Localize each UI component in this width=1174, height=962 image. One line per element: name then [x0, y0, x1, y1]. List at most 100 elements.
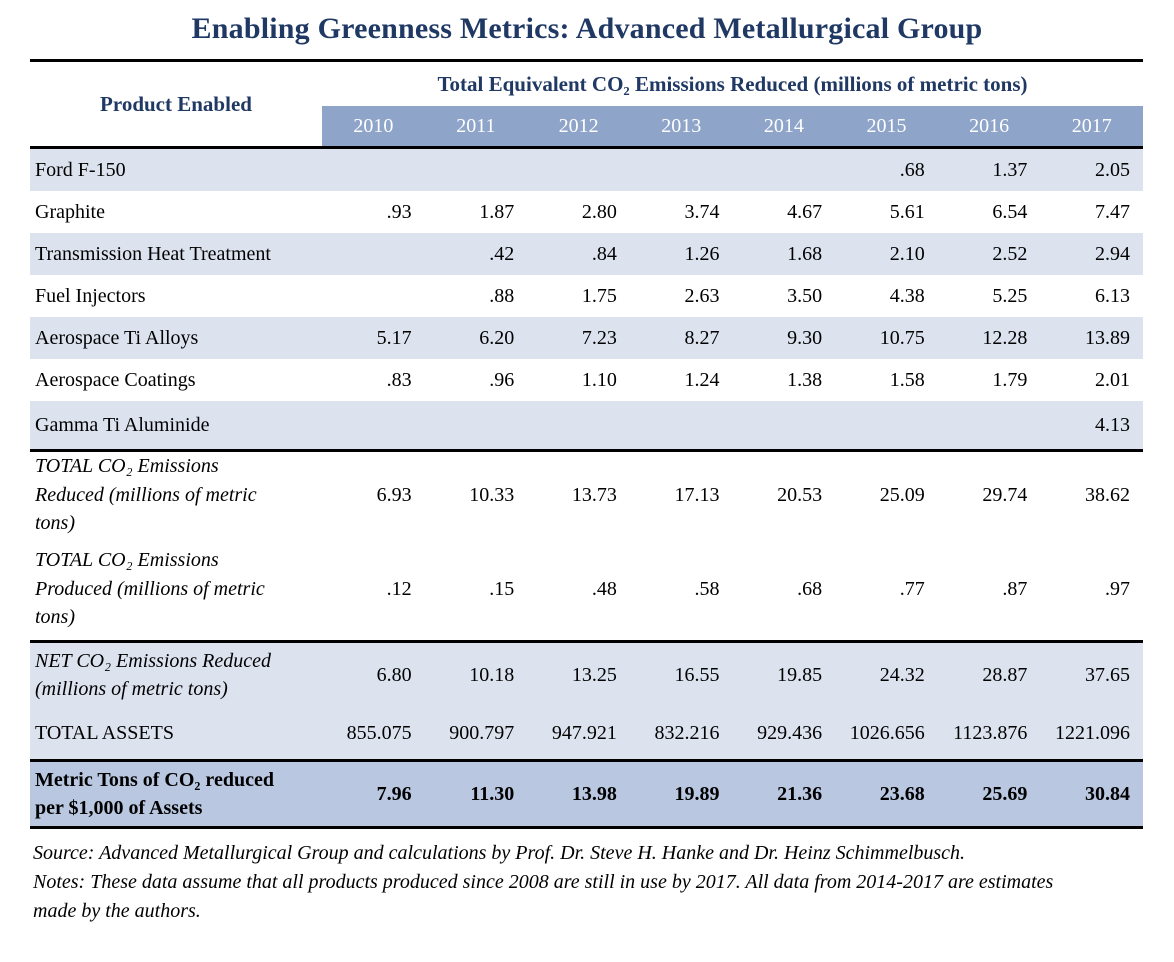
cell-value: 8.27 [684, 326, 720, 349]
cell-value [733, 401, 836, 449]
cell-value [322, 149, 425, 191]
cell-value: 19.85 [777, 663, 823, 686]
row-label-cell: Graphite [30, 191, 322, 233]
year-header-cell: 2010 [353, 114, 394, 137]
cell-value: 5.61 [889, 200, 925, 223]
cell-value: 1.37 [992, 158, 1028, 181]
cell-value: .68 [797, 577, 823, 600]
row-label: Transmission Heat Treatment [35, 242, 271, 265]
cell-value: 4.67 [787, 200, 823, 223]
row-label: TOTAL CO₂ Emissions Produced (millions o… [35, 549, 265, 629]
cell-value: 28.87 [982, 663, 1028, 686]
cell-value: 25.69 [982, 782, 1028, 805]
cell-value: 19.89 [674, 782, 720, 805]
row-label: Aerospace Coatings [35, 368, 196, 391]
row-label-cell: NET CO₂ Emissions Reduced (millions of m… [30, 643, 322, 707]
row-label: TOTAL CO₂ Emissions Reduced (millions of… [35, 455, 257, 535]
table-row: Transmission Heat Treatment .42 .84 1.26… [30, 233, 1143, 275]
cell-value: 6.54 [992, 200, 1028, 223]
cell-value [527, 401, 630, 449]
year-header-cell: 2013 [661, 114, 702, 137]
cell-value: 20.53 [777, 483, 823, 506]
cell-value: 1.24 [684, 368, 720, 391]
table-row: Aerospace Ti Alloys 5.17 6.20 7.23 8.27 … [30, 317, 1143, 359]
span-header: Total Equivalent CO₂ Emissions Reduced (… [437, 71, 1028, 96]
product-column-header: Product Enabled [100, 91, 252, 116]
cell-value: 13.89 [1085, 326, 1130, 349]
cell-value: 12.28 [982, 326, 1028, 349]
row-label-cell: Transmission Heat Treatment [30, 233, 322, 275]
cell-value: 10.75 [879, 326, 925, 349]
cell-value: 929.436 [757, 721, 823, 744]
cell-value: 7.96 [376, 782, 412, 805]
cell-value: .77 [899, 577, 925, 600]
cell-value: 38.62 [1085, 483, 1130, 506]
cell-value: 13.73 [571, 483, 617, 506]
cell-value: 11.30 [470, 782, 515, 805]
page-title: Enabling Greenness Metrics: Advanced Met… [191, 12, 983, 45]
cell-value [425, 149, 528, 191]
cell-value: .68 [899, 158, 925, 181]
year-header-cell: 2015 [866, 114, 907, 137]
row-label: NET CO₂ Emissions Reduced (millions of m… [35, 649, 272, 700]
year-header-cell: 2016 [969, 114, 1010, 137]
cell-value: 17.13 [674, 483, 720, 506]
table-row: Metric Tons of CO₂ reduced per $1,000 of… [30, 759, 1143, 826]
table-header: Product Enabled Total Equivalent CO₂ Emi… [30, 59, 1143, 149]
cell-value [527, 149, 630, 191]
cell-value: 21.36 [777, 782, 823, 805]
cell-value: .48 [591, 577, 617, 600]
cell-value: 9.30 [787, 326, 823, 349]
cell-value: 6.13 [1095, 284, 1130, 307]
row-label-cell: TOTAL CO₂ Emissions Reduced (millions of… [30, 452, 322, 538]
table-row: TOTAL ASSETS 855.075 900.797 947.921 832… [30, 707, 1143, 759]
cell-value: 16.55 [674, 663, 720, 686]
cell-value [938, 401, 1041, 449]
cell-value: 30.84 [1085, 782, 1130, 805]
cell-value: 1.68 [787, 242, 823, 265]
table-row: Fuel Injectors .88 1.75 2.63 3.50 4.38 5… [30, 275, 1143, 317]
table-row: TOTAL CO₂ Emissions Reduced (millions of… [30, 449, 1143, 538]
table-row: NET CO₂ Emissions Reduced (millions of m… [30, 640, 1143, 707]
cell-value [322, 401, 425, 449]
row-label: Ford F-150 [35, 158, 126, 181]
cell-value: 10.33 [469, 483, 515, 506]
footer: Source: Advanced Metallurgical Group and… [33, 839, 1081, 926]
cell-value: .58 [694, 577, 720, 600]
cell-value: 1.38 [787, 368, 823, 391]
year-header-row: 2010 2011 2012 2013 2014 2015 2016 2017 [322, 106, 1143, 146]
cell-value: 6.20 [479, 326, 515, 349]
cell-value: 900.797 [449, 721, 515, 744]
cell-value: .83 [386, 368, 412, 391]
row-label: Fuel Injectors [35, 284, 146, 307]
year-header-cell: 2014 [763, 114, 804, 137]
cell-value [630, 149, 733, 191]
cell-value: .15 [489, 577, 515, 600]
cell-value: 855.075 [346, 721, 412, 744]
cell-value: 2.05 [1095, 158, 1130, 181]
cell-value [322, 233, 425, 275]
cell-value: 6.93 [376, 483, 412, 506]
cell-value: .88 [489, 284, 515, 307]
cell-value [630, 401, 733, 449]
cell-value: 3.74 [684, 200, 720, 223]
row-label: Metric Tons of CO₂ reduced per $1,000 of… [35, 768, 274, 819]
cell-value: .87 [1002, 577, 1028, 600]
cell-value: 2.80 [581, 200, 617, 223]
table-header-right: Total Equivalent CO₂ Emissions Reduced (… [322, 62, 1143, 146]
cell-value: 13.98 [571, 782, 617, 805]
row-label-cell: Ford F-150 [30, 149, 322, 191]
cell-value: 1123.876 [953, 721, 1028, 744]
notes-note: Notes: These data assume that all produc… [33, 871, 1054, 922]
cell-value: 2.52 [992, 242, 1028, 265]
cell-value: 23.68 [879, 782, 925, 805]
cell-value [733, 149, 836, 191]
cell-value: 2.10 [889, 242, 925, 265]
cell-value: 4.13 [1095, 413, 1130, 436]
table-row: Gamma Ti Aluminide 4.13 [30, 401, 1143, 449]
table-row: Graphite .93 1.87 2.80 3.74 4.67 5.61 6.… [30, 191, 1143, 233]
year-header-cell: 2012 [558, 114, 599, 137]
cell-value [425, 401, 528, 449]
row-label-cell: Aerospace Ti Alloys [30, 317, 322, 359]
cell-value [322, 275, 425, 317]
